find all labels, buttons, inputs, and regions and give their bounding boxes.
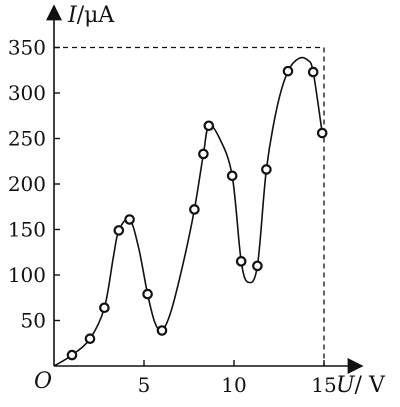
data-point-marker [261, 164, 272, 175]
axes-layer [46, 4, 364, 374]
y-tick-label: 350 [8, 36, 46, 60]
data-point-marker [99, 302, 110, 314]
y-tick-label: 150 [8, 218, 46, 242]
x-tick-label: 10 [221, 373, 246, 397]
x-axis-label: U/ V [336, 373, 386, 398]
data-point-marker [235, 256, 247, 267]
curve-layer [53, 56, 323, 367]
y-axis-unit: /μA [77, 3, 116, 28]
data-point-marker [84, 333, 96, 344]
ticks-layer: 50 100 150 200 250 300 350 5 10 15 [8, 36, 337, 398]
data-point-marker [252, 260, 263, 272]
reference-lines-layer [54, 46, 325, 366]
data-point-marker [282, 65, 294, 77]
x-axis-unit: / V [355, 373, 386, 398]
iv-curve-line [53, 56, 323, 367]
data-point-marker [316, 127, 328, 139]
data-point-marker [198, 148, 209, 160]
data-point-marker [226, 170, 238, 182]
data-point-marker [113, 225, 125, 236]
x-axis-symbol: U [336, 373, 356, 398]
y-tick-label: 100 [8, 263, 46, 287]
y-tick-label: 50 [21, 309, 46, 333]
origin-label: O [34, 369, 52, 394]
y-tick-label: 300 [8, 81, 46, 105]
y-tick-label: 250 [8, 127, 46, 151]
data-point-marker [66, 349, 78, 361]
x-tick-label: 5 [138, 373, 151, 397]
x-tick-label: 15 [311, 373, 336, 397]
data-point-marker [156, 325, 168, 336]
data-point-marker [203, 120, 215, 132]
y-tick-label: 200 [8, 172, 46, 196]
data-points-layer [66, 65, 328, 361]
y-axis-symbol: I [67, 3, 78, 28]
data-point-marker [124, 214, 135, 225]
data-point-marker [307, 66, 319, 78]
y-axis-label: I/μA [67, 3, 115, 28]
data-point-marker [142, 288, 153, 300]
data-point-marker [189, 204, 200, 215]
